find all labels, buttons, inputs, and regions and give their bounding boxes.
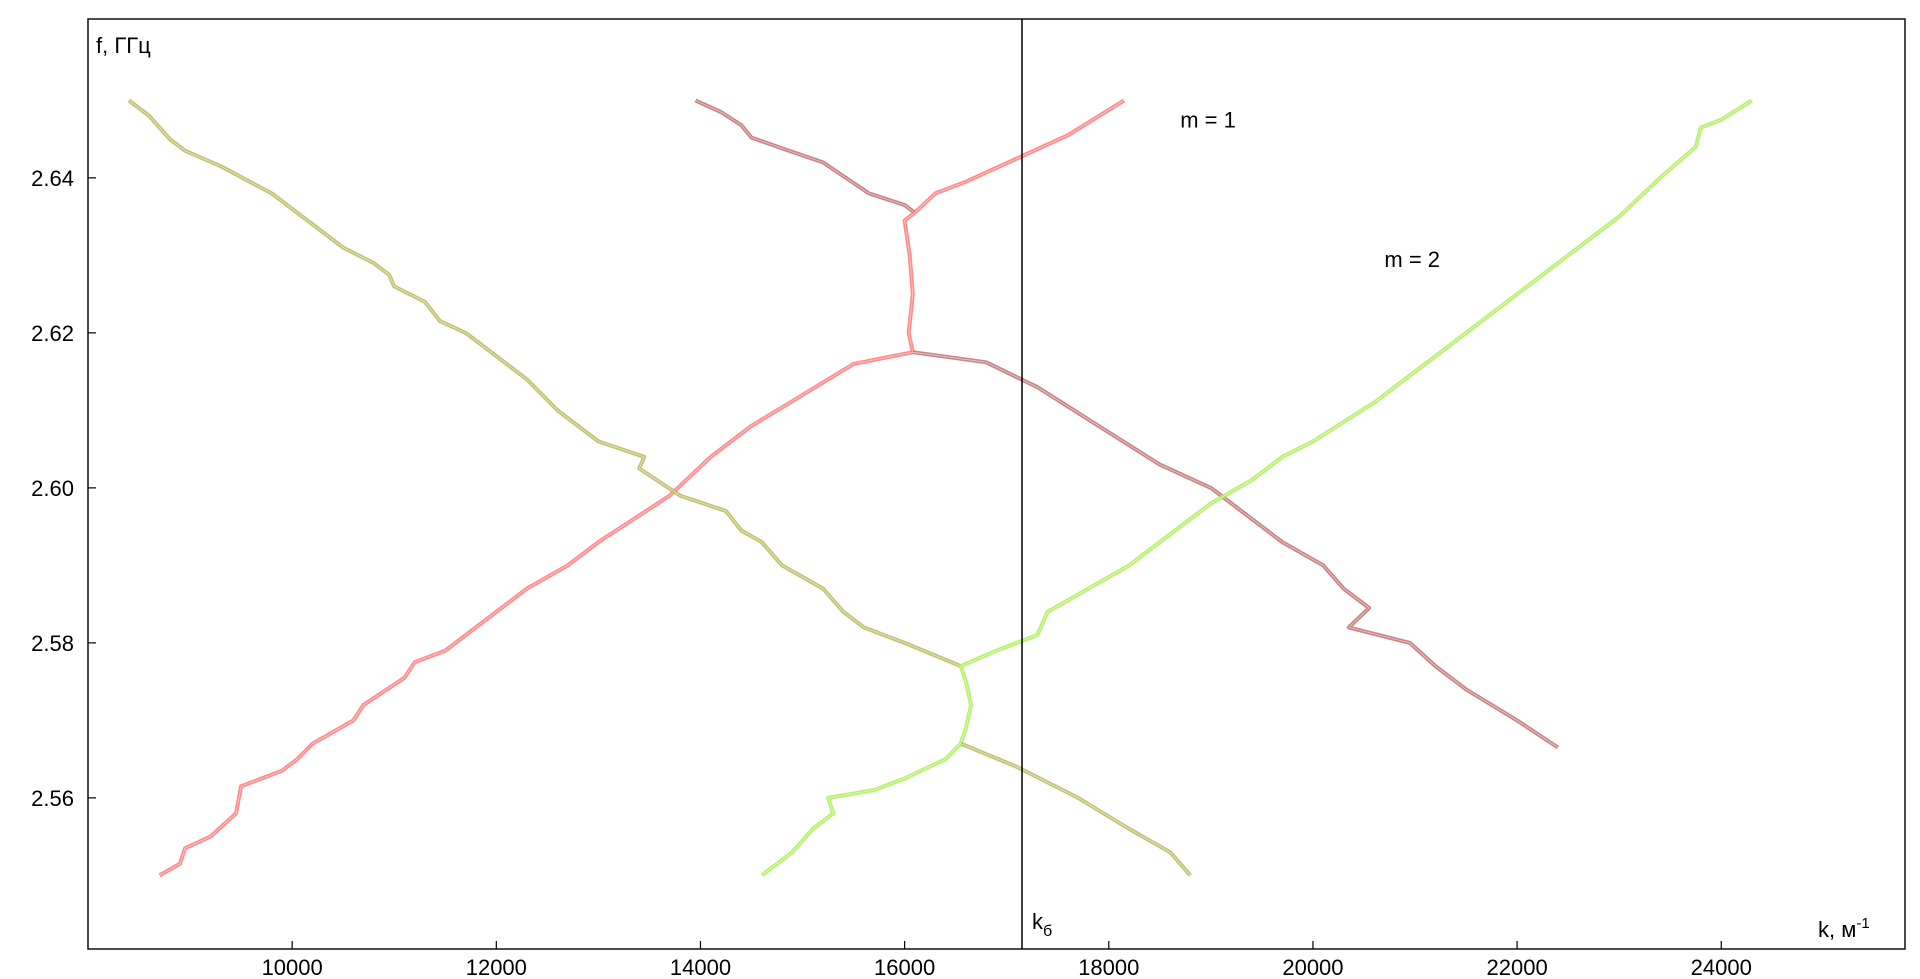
x-tick-label-2: 14000: [670, 955, 731, 979]
series-line-8: [760, 742, 963, 877]
series-line-5: [127, 98, 962, 668]
x-axis-label: k, м-1: [1818, 915, 1870, 942]
y-tick-label-2: 2.60: [31, 476, 74, 501]
series-line-core-3: [159, 351, 913, 876]
x-axis-label-sup: -1: [1856, 915, 1869, 932]
series-line-9: [960, 98, 1753, 668]
series-line-core-1: [914, 100, 1125, 213]
series-line-core-4: [912, 351, 1559, 748]
annotation-m1: m = 1: [1180, 108, 1236, 133]
series-line-1: [913, 98, 1126, 215]
series-line-3: [158, 350, 914, 878]
y-tick-label-1: 2.58: [31, 631, 74, 656]
series-line-core-2: [904, 212, 916, 353]
x-tick-label-5: 20000: [1282, 955, 1343, 979]
ticks-layer: 10000 12000 14000 16000 18000 20000 22000 24000…: [31, 166, 1752, 979]
y-axis-label: f, ГГц: [96, 33, 151, 58]
k-b-label-main: k: [1032, 909, 1044, 934]
x-tick-label-3: 16000: [874, 955, 935, 979]
x-tick-label-0: 10000: [262, 955, 323, 979]
series-line-core-7: [960, 743, 1191, 876]
series-line-core-5: [128, 100, 961, 667]
series-line-6: [958, 665, 973, 745]
annotation-m2: m = 2: [1384, 247, 1440, 272]
series-line-core-6: [960, 665, 972, 744]
y-tick-label-0: 2.56: [31, 786, 74, 811]
plot-frame: [87, 18, 1906, 950]
series-line-core-8: [761, 743, 962, 876]
x-tick-label-7: 24000: [1691, 955, 1752, 979]
x-tick-label-6: 22000: [1487, 955, 1548, 979]
series-layer: [127, 98, 1753, 878]
x-axis-label-main: k, м: [1818, 917, 1856, 942]
y-tick-label-3: 2.62: [31, 321, 74, 346]
x-tick-label-4: 18000: [1078, 955, 1139, 979]
x-tick-label-1: 12000: [466, 955, 527, 979]
k-b-label-sub: б: [1043, 923, 1052, 940]
series-line-core-9: [960, 100, 1753, 667]
series-line-7: [960, 741, 1192, 877]
series-line-core-0: [695, 100, 916, 214]
y-tick-label-4: 2.64: [31, 166, 74, 191]
series-line-4: [912, 350, 1560, 750]
k-b-label: kб: [1032, 909, 1052, 940]
